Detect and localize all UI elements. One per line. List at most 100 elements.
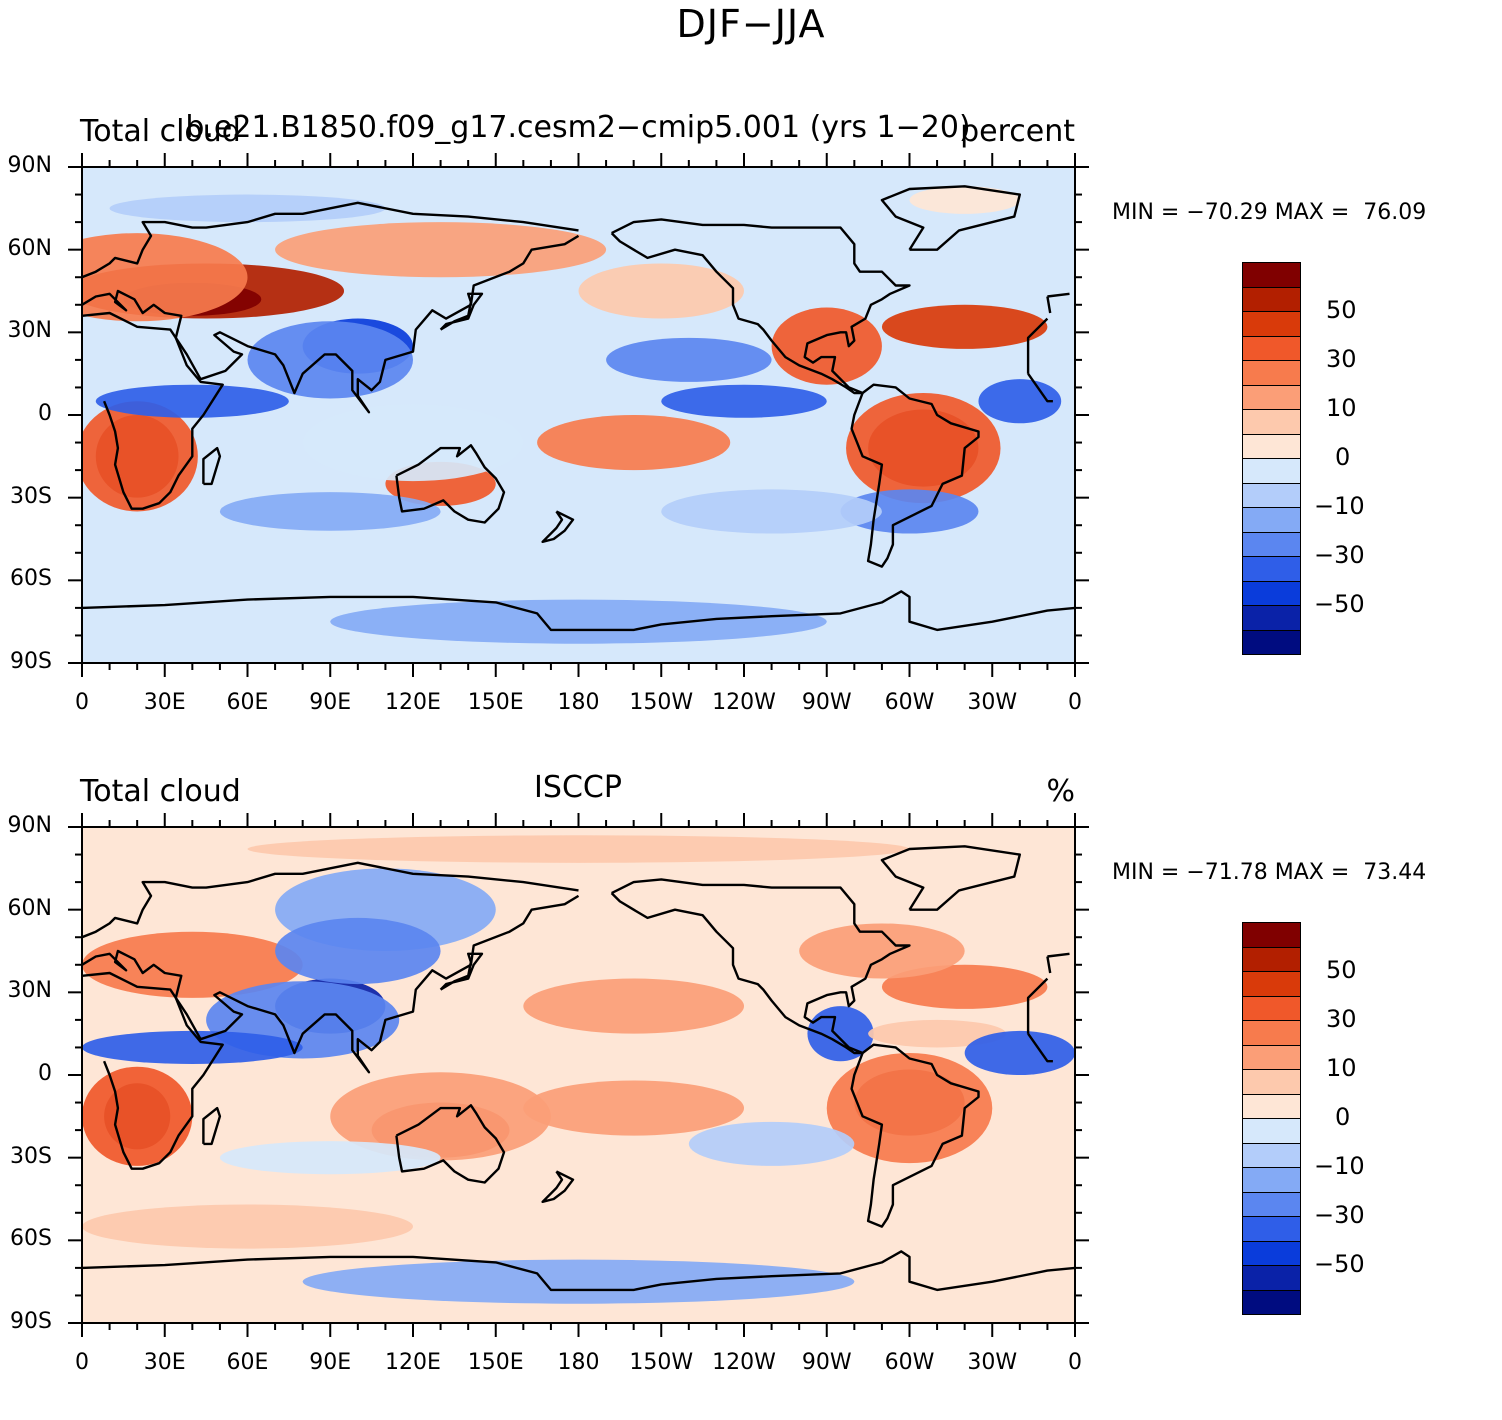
colorbar-swatch [1242,385,1301,410]
colorbar-swatch [1242,1021,1301,1046]
lon-label: 150W [629,1350,694,1375]
lon-label: 90E [309,1350,352,1375]
panel-left-label: Total cloud [80,774,241,809]
colorbar-swatch [1242,1290,1301,1315]
coastline [82,971,1053,1170]
lon-label: 0 [75,1350,89,1375]
lat-label: 90N [7,153,52,178]
coastline [610,218,911,395]
colorbar-swatch [1242,1217,1301,1242]
lat-label: 30N [7,978,52,1004]
coastline [82,234,1052,414]
colorbar-swatch [1242,630,1301,655]
contour-region [302,403,524,482]
contour-region [82,931,303,998]
contour-region [909,186,1020,214]
colorbar-swatch [1242,459,1301,484]
coastline [541,1170,575,1203]
colorbar-swatch [1242,1241,1301,1266]
map-panel-model: Total cloud b.e21.B1850.f09_g17.cesm2−cm… [0,100,1502,760]
colorbar-swatch [1242,972,1301,997]
contour-region [82,233,248,322]
lon-label: 180 [557,1350,600,1375]
contour-region [846,392,1001,504]
coastline [82,590,1075,632]
coastline [82,201,1070,298]
colorbar-swatch [1242,1094,1301,1119]
coastline [82,1250,1075,1292]
lat-label: 90S [10,649,52,674]
lon-label: 90W [801,1350,852,1375]
lon-label: 150E [467,690,524,715]
colorbar-label: 50 [1326,296,1357,324]
lon-label: 120E [385,1350,441,1375]
colorbar-swatch [1242,508,1301,533]
coastline [82,861,1070,958]
contour-region [330,599,827,644]
colorbar-swatch [1242,581,1301,606]
lon-label: 30W [967,690,1018,715]
lat-label: 30N [7,318,52,344]
colorbar-swatch [1242,287,1301,312]
colorbar-swatch [1242,434,1301,459]
contour-region [606,337,772,382]
lon-label: 0 [1068,1350,1082,1375]
lat-label: 60S [10,566,52,592]
lon-label: 180 [557,690,600,715]
contour-region [807,1006,874,1062]
colorbar-swatch [1242,483,1301,508]
contour-region [82,401,198,512]
contour-region [688,1121,855,1166]
map-canvas [68,813,1089,1337]
colorbar [1242,922,1301,1315]
contour-region [578,263,744,319]
contour-region [247,835,910,863]
contour-region [219,492,441,531]
lon-label: 30E [143,1350,186,1375]
contour-region [275,917,441,985]
colorbar-label: 50 [1326,956,1357,984]
colorbar-swatch [1242,532,1301,557]
contour-region [964,1030,1075,1075]
lon-label: 150E [467,1350,524,1375]
colorbar [1242,262,1301,655]
panel-right-label: percent [960,114,1075,149]
lon-label: 60W [884,690,935,715]
colorbar-swatch [1242,1045,1301,1070]
contour-region [523,978,745,1034]
lon-label: 90W [801,690,852,715]
contour-region [95,384,289,418]
lon-label: 120W [712,1350,776,1375]
contour-region [82,1066,193,1166]
panel-center-label: b.e21.B1850.f09_g17.cesm2−cmip5.001 (yrs… [185,110,971,145]
colorbar-swatch [1242,1070,1301,1095]
map-panel-isccp: Total cloud ISCCP % MIN = −71.78 MAX = 7… [0,760,1502,1420]
contour-region [881,964,1048,1009]
colorbar-swatch [1242,336,1301,361]
lat-label: 60N [7,895,52,921]
colorbar-swatch [1242,996,1301,1021]
colorbar-swatch [1242,312,1301,337]
lat-label: 60N [7,235,52,261]
colorbar-label: −10 [1314,492,1365,520]
colorbar-swatch [1242,1168,1301,1193]
coastline [82,311,1053,510]
lon-label: 60E [226,1350,269,1375]
colorbar-label: 30 [1326,1005,1357,1033]
coastline [202,446,222,486]
panel-left-label: Total cloud [80,114,241,149]
contour-region [219,1141,441,1175]
colorbar-swatch [1242,410,1301,435]
colorbar-label: −50 [1314,590,1365,618]
lat-label: 30S [10,483,52,509]
lon-label: 60E [226,690,269,715]
coastline [880,845,1021,911]
lon-label: 90E [309,690,352,715]
coastline [202,1106,222,1146]
colorbar-label: 0 [1335,443,1351,471]
map-canvas [68,153,1089,677]
contour-region [661,384,827,418]
colorbar-label: 0 [1335,1103,1351,1131]
colorbar-swatch [1242,606,1301,631]
contour-region [881,304,1048,349]
